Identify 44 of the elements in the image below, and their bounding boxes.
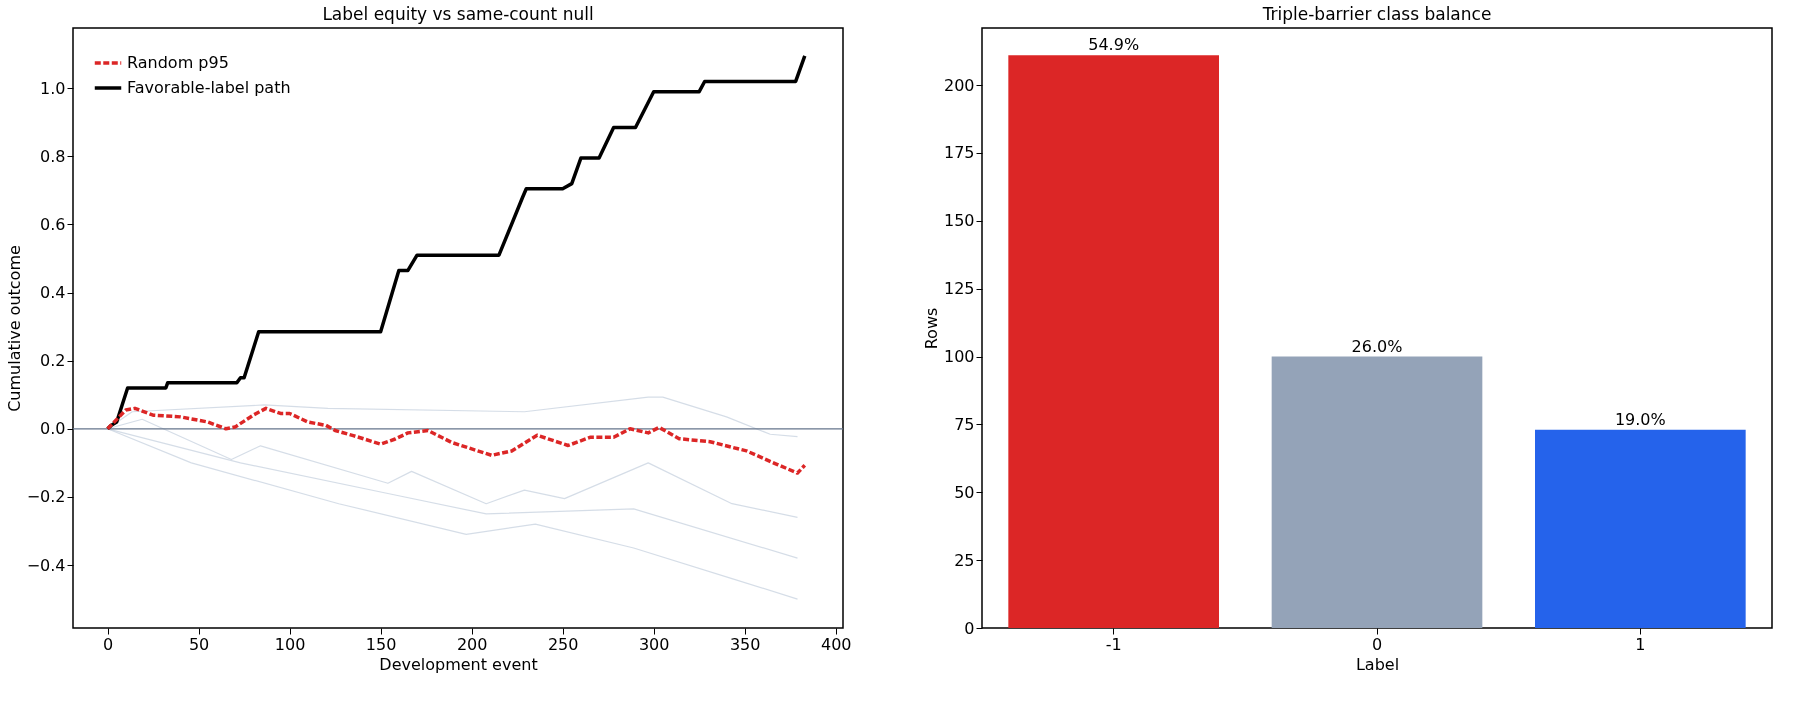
y-tick-label: −0.2 [26,487,66,507]
x-tick-label: 200 [456,634,488,654]
x-tick-label: 50 [188,634,210,654]
y-tick-label: 0.4 [40,283,66,303]
y-tick-label: 0.8 [40,146,66,166]
x-tick-label: 1 [1635,634,1646,654]
legend-label: Favorable-label path [127,78,291,97]
y-axis-title: Cumulative outcome [4,245,24,412]
y-tick-label: 100 [943,347,975,367]
y-tick-label: 200 [943,75,975,95]
y-tick-label: 75 [954,414,975,434]
y-tick-label: 0.0 [40,419,66,439]
x-tick-label: 0 [102,634,114,654]
x-tick-label: 150 [365,634,397,654]
x-tick-label: 300 [638,634,670,654]
y-axis-title: Rows [921,307,941,350]
x-tick-label: -1 [1105,634,1122,654]
x-tick-label: 0 [1371,634,1383,654]
chart-title: Label equity vs same-count null [322,4,594,24]
bar [1271,356,1483,628]
y-tick-label: 25 [954,550,975,570]
y-tick-label: 0.2 [40,351,66,371]
y-tick-label: 150 [943,211,975,231]
chart-title: Triple-barrier class balance [1261,4,1492,24]
x-tick-label: 250 [547,634,579,654]
y-tick-label: 125 [943,279,975,299]
line-series [105,406,807,475]
x-axis-title: Label [1355,654,1400,674]
x-tick-label: 100 [274,634,306,654]
annotation: 19.0% [1614,409,1666,429]
y-tick-label: 0.6 [40,214,66,234]
annotation: 26.0% [1351,336,1403,356]
y-tick-label: 1.0 [40,78,66,98]
annotation: 54.9% [1088,35,1140,55]
y-tick-label: 50 [954,482,975,502]
y-tick-label: −0.4 [26,555,66,575]
legend-label: Random p95 [127,53,229,72]
y-tick-label: 0 [964,618,975,638]
bar [1008,55,1219,628]
y-tick-label: 175 [943,143,975,163]
x-tick-label: 350 [729,634,761,654]
x-tick-label: 400 [820,634,852,654]
bar [1535,429,1746,628]
x-axis-title: Development event [379,654,538,674]
